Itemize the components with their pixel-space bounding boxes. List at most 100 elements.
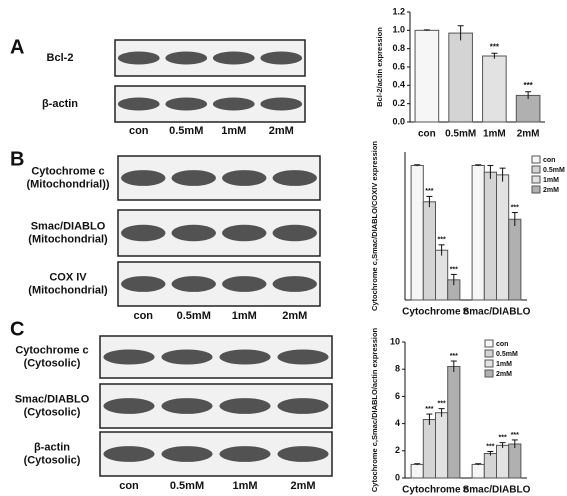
legend-label: 2mM (496, 371, 512, 378)
significance: *** (425, 406, 433, 413)
band (103, 349, 155, 365)
lane-label: 2mM (290, 480, 315, 492)
significance: *** (450, 353, 458, 360)
bar (515, 94, 541, 123)
legend-swatch (531, 185, 541, 194)
lane-label: 0.5mM (169, 125, 203, 137)
panel-label: A (10, 36, 24, 58)
legend-swatch (484, 349, 494, 358)
legend-swatch (531, 155, 541, 164)
bar (483, 453, 497, 479)
panel-label: C (10, 318, 24, 340)
bar (496, 174, 510, 301)
significance: *** (511, 204, 519, 211)
panel-label: B (10, 148, 24, 170)
x-tick-label: Smac/DIABLO (463, 485, 531, 496)
legend-label: con (543, 157, 555, 164)
band (117, 51, 160, 65)
bar (471, 463, 485, 479)
y-axis-label: Bcl-2/actin expression (375, 27, 384, 107)
bar (447, 365, 461, 479)
lane-label: con (133, 310, 153, 322)
y-tick-label: 10 (390, 336, 400, 346)
bar (410, 463, 424, 479)
band (161, 349, 213, 365)
band (212, 51, 255, 65)
y-tick-label: 0.4 (392, 80, 405, 90)
bar (435, 412, 449, 479)
band (121, 170, 166, 186)
band (121, 276, 166, 292)
y-axis-label: Cytochrome c,Smac/DIABLO/COXIV expressio… (370, 141, 379, 311)
band (272, 276, 317, 292)
row-label: Smac/DIABLO (31, 220, 106, 232)
y-tick-label: 0.8 (392, 43, 405, 53)
legend-label: 1mM (543, 177, 559, 184)
bar (508, 443, 522, 479)
band (171, 170, 216, 186)
band (212, 97, 255, 111)
lane-label: 1mM (232, 310, 257, 322)
bar (496, 444, 510, 479)
row-label: (Mitochondrial)) (26, 178, 109, 190)
x-tick-label: Cytochrome c (402, 307, 469, 318)
legend-swatch (531, 165, 541, 174)
x-tick-label: 1mM (483, 129, 506, 140)
bar (448, 32, 473, 123)
band (171, 276, 216, 292)
band (222, 276, 267, 292)
y-tick-label: 4 (395, 418, 400, 428)
row-label: Smac/DIABLO (15, 393, 90, 405)
row-label: Bcl-2 (47, 52, 74, 64)
significance: *** (450, 266, 458, 273)
legend-swatch (484, 369, 494, 378)
significance: *** (490, 42, 500, 51)
significance: *** (523, 81, 533, 90)
row-label: (Cytosolic) (24, 454, 81, 466)
significance: *** (438, 400, 446, 407)
lane-label: 1mM (221, 125, 246, 137)
y-axis-label: Cytochrome c,Smac/DIABLO/actin expressio… (370, 327, 379, 492)
band (277, 349, 329, 365)
band (277, 446, 329, 462)
row-label: COX IV (49, 271, 87, 283)
row-label: (Cytosolic) (24, 357, 81, 369)
band (165, 97, 208, 111)
band (103, 398, 155, 414)
band (219, 349, 271, 365)
x-tick-label: Smac/DIABLO (463, 307, 531, 318)
band (219, 446, 271, 462)
row-label: β-actin (42, 98, 78, 110)
legend-label: 0.5mM (496, 351, 518, 358)
lane-label: 1mM (232, 480, 257, 492)
legend-swatch (531, 175, 541, 184)
bar (435, 249, 449, 301)
legend-swatch (484, 339, 494, 348)
significance: *** (511, 432, 519, 439)
band (272, 170, 317, 186)
band (161, 398, 213, 414)
band (165, 51, 208, 65)
x-tick-label: 0.5mM (445, 129, 476, 140)
legend-label: 0.5mM (543, 167, 565, 174)
bar (483, 171, 497, 301)
y-tick-label: 1.0 (392, 25, 405, 35)
y-tick-label: 0.2 (392, 98, 405, 108)
y-tick-label: 2 (395, 445, 400, 455)
band (219, 398, 271, 414)
legend-swatch (484, 359, 494, 368)
row-label: Cytochrome c (31, 165, 104, 177)
band (171, 224, 216, 242)
row-label: (Cytosolic) (24, 406, 81, 418)
significance: *** (438, 237, 446, 244)
band (103, 446, 155, 462)
y-tick-label: 1.2 (392, 6, 405, 16)
lane-label: 2mM (282, 310, 307, 322)
significance: *** (486, 443, 494, 450)
row-label: (Mitochondrial) (28, 233, 108, 245)
band (117, 97, 160, 111)
legend-label: con (496, 341, 508, 348)
y-tick-label: 6 (395, 391, 400, 401)
